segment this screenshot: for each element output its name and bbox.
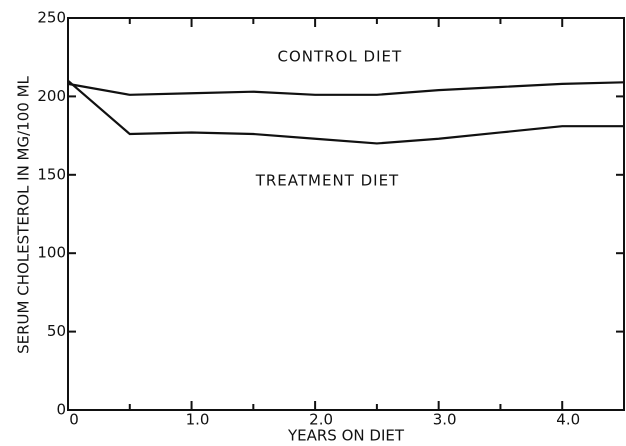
x-tick-label: 2.0 [309,411,333,429]
y-tick-label: 100 [37,244,66,262]
x-tick-label: 1.0 [186,411,210,429]
x-tick-label: 0 [69,411,79,429]
data-line [67,79,624,145]
annotation: CONTROL DIET [278,48,403,66]
y-tick-label: 200 [37,87,66,105]
data-line [67,81,625,96]
y-tick-label: 150 [37,165,66,183]
y-tick-label: 50 [47,322,66,340]
plot-frame [67,17,625,411]
y-tick-label: 0 [56,401,66,419]
y-tick-label: 250 [37,9,66,27]
annotation: TREATMENT DIET [255,172,400,190]
x-axis-label: YEARS ON DIET [287,427,405,445]
x-tick-label: 3.0 [433,411,457,429]
y-axis-label: SERUM CHOLESTEROL IN MG/100 ML [15,75,33,353]
x-tick-label: 4.0 [556,411,580,429]
